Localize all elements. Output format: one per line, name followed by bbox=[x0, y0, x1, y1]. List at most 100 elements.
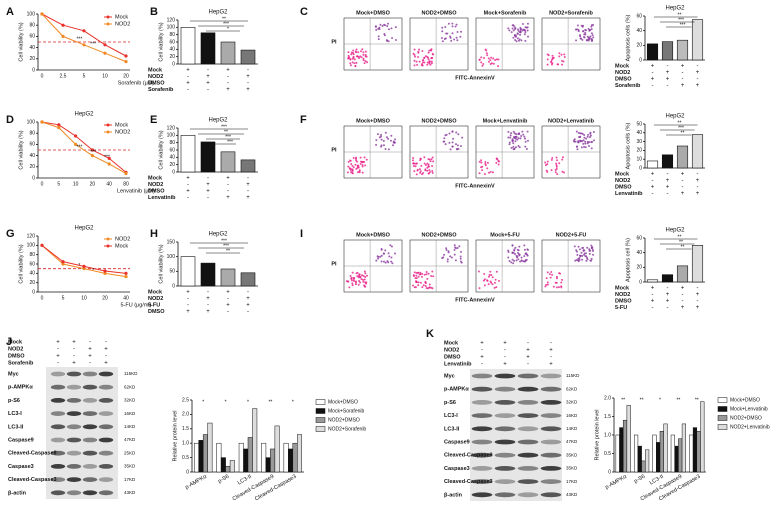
flow-dot bbox=[518, 133, 521, 136]
blot-band bbox=[66, 384, 82, 390]
flow-dot bbox=[441, 30, 444, 33]
blot-band bbox=[471, 400, 493, 405]
flow-condition: Mock+5-FU bbox=[490, 232, 520, 238]
flow-dot bbox=[582, 36, 585, 39]
flow-dot bbox=[419, 157, 422, 160]
blot-band bbox=[50, 398, 66, 403]
bar bbox=[676, 145, 689, 169]
flow-dot bbox=[495, 161, 498, 164]
flow-dot bbox=[413, 162, 416, 165]
flow-dot bbox=[385, 136, 388, 139]
flow-dot bbox=[361, 164, 364, 167]
flow-dot bbox=[354, 65, 357, 68]
flow-dot bbox=[573, 245, 576, 248]
flow-dot bbox=[383, 23, 386, 26]
point bbox=[124, 275, 128, 279]
condition-cell: + bbox=[503, 341, 507, 347]
legend-swatch bbox=[315, 399, 326, 405]
panel-letter: I bbox=[300, 228, 303, 240]
flow-dot bbox=[347, 56, 350, 59]
flow-dot bbox=[375, 143, 378, 146]
flow-dot bbox=[415, 281, 418, 284]
flow-dot bbox=[382, 144, 385, 147]
annotation: *** bbox=[90, 41, 96, 47]
point bbox=[61, 262, 65, 266]
flow-dot bbox=[576, 24, 579, 27]
point bbox=[103, 269, 107, 273]
blot-band bbox=[494, 373, 516, 379]
flow-dot bbox=[511, 24, 514, 27]
flow-dot bbox=[514, 38, 517, 41]
table-cell: + bbox=[246, 195, 250, 201]
y-tick-label: 60 bbox=[29, 34, 35, 40]
table-cell: + bbox=[666, 77, 670, 83]
x-tick-label: 0 bbox=[41, 181, 44, 187]
point bbox=[40, 120, 44, 124]
flow-dot bbox=[581, 258, 584, 261]
flow-dot bbox=[414, 165, 417, 168]
flow-dot bbox=[359, 162, 362, 165]
flow-dot bbox=[488, 273, 491, 276]
legend-label: NOD2 bbox=[115, 21, 130, 27]
flow-dot bbox=[383, 33, 386, 36]
bar bbox=[207, 422, 213, 473]
flow-x-label: FITC-AnnexinV bbox=[455, 297, 495, 303]
legend-swatch bbox=[717, 397, 728, 403]
flow-dot bbox=[546, 271, 549, 274]
bar bbox=[689, 434, 694, 473]
flow-dot bbox=[577, 245, 580, 248]
flow-dot bbox=[561, 59, 564, 62]
y-tick-label: 60 bbox=[29, 142, 35, 148]
flow-dot bbox=[425, 273, 428, 276]
bar bbox=[297, 434, 303, 473]
flow-dot bbox=[480, 61, 483, 64]
flow-dot bbox=[379, 23, 382, 26]
table-cell: - bbox=[207, 290, 209, 296]
flow-dot bbox=[493, 286, 496, 289]
blot-band bbox=[98, 384, 114, 390]
flow-dot bbox=[441, 26, 444, 29]
blot-band bbox=[50, 371, 66, 377]
band-size: 115KD bbox=[566, 373, 580, 378]
condition-label: Sorafenib bbox=[8, 360, 34, 366]
flow-dot bbox=[420, 164, 423, 167]
flow-dot bbox=[380, 145, 383, 148]
flow-dot bbox=[441, 40, 444, 43]
annotation: *** bbox=[76, 144, 82, 150]
y-axis-label: Cell viability (%) bbox=[18, 130, 24, 169]
flow-dot bbox=[349, 275, 352, 278]
flow-dot bbox=[509, 136, 512, 139]
flow-dot bbox=[526, 248, 529, 251]
point bbox=[107, 162, 111, 166]
flow-dot bbox=[451, 25, 454, 28]
flow-dot bbox=[590, 257, 593, 260]
flow-dot bbox=[364, 55, 367, 58]
flow-dot bbox=[364, 164, 367, 167]
flow-dot bbox=[425, 270, 428, 273]
flow-dot bbox=[509, 134, 512, 137]
flow-dot bbox=[507, 136, 510, 139]
flow-dot bbox=[490, 274, 493, 277]
band-size: 35KD bbox=[566, 466, 578, 471]
flow-dot bbox=[453, 248, 456, 251]
flow-dot bbox=[387, 40, 390, 43]
point bbox=[82, 29, 86, 33]
band-size: 43KD bbox=[124, 490, 136, 495]
table-cell: - bbox=[697, 77, 699, 83]
panel-letter: E bbox=[150, 114, 157, 126]
annotation: *** bbox=[90, 149, 96, 155]
bar bbox=[646, 43, 659, 61]
table-cell: - bbox=[697, 286, 699, 292]
flow-dot bbox=[490, 56, 493, 59]
flow-dot bbox=[454, 25, 457, 28]
flow-dot bbox=[391, 144, 394, 147]
flow-dot bbox=[415, 272, 418, 275]
flow-dot bbox=[427, 172, 430, 175]
flow-dot bbox=[444, 37, 447, 40]
table-row-label: Mock bbox=[148, 67, 163, 73]
table-cell: + bbox=[246, 74, 250, 80]
y-tick-label: 0 bbox=[608, 469, 611, 475]
point bbox=[61, 260, 65, 264]
flow-dot bbox=[545, 277, 548, 280]
table-row-label: Mock bbox=[148, 289, 163, 295]
